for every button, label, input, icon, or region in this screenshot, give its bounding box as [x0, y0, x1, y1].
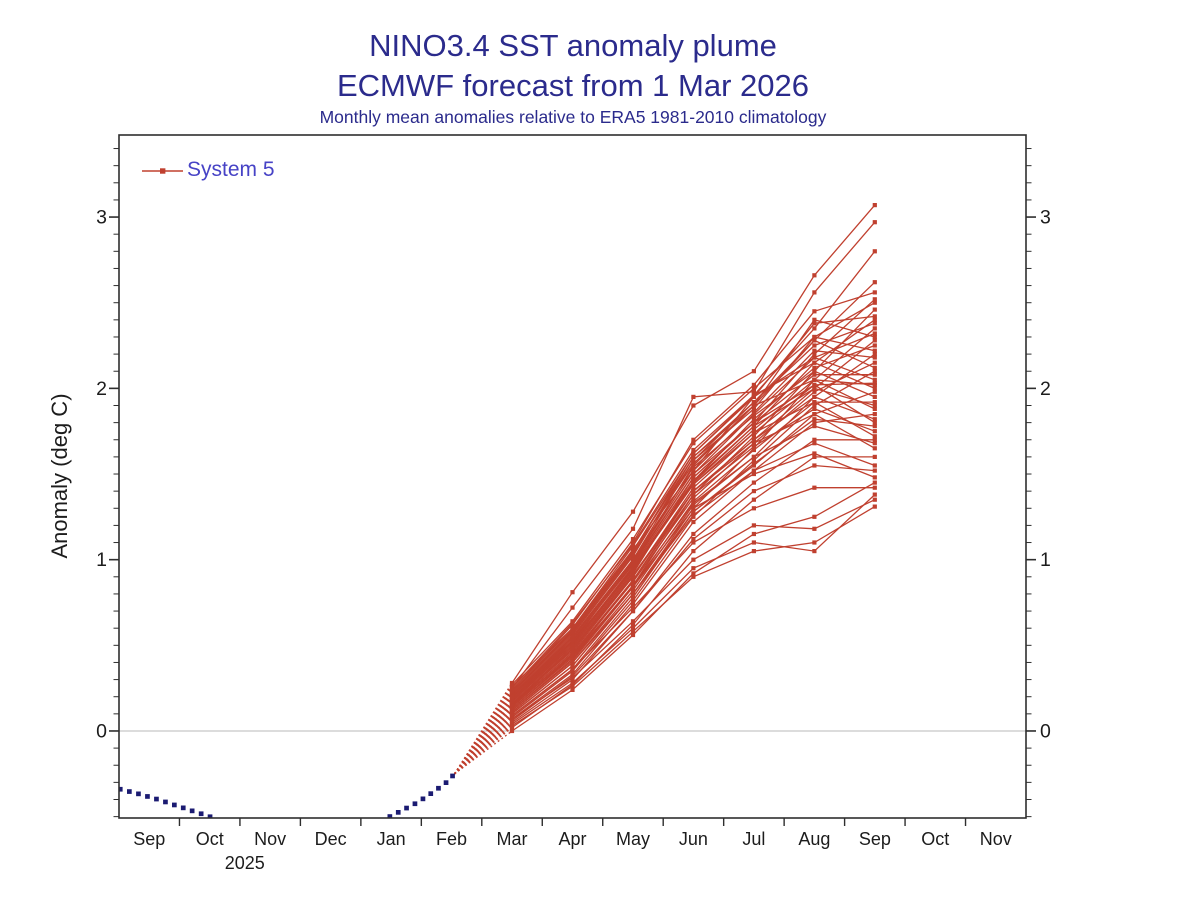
x-tick-label-month: Sep	[133, 829, 165, 849]
y-tick-label-right: 1	[1040, 549, 1051, 571]
y-tick-label-left: 3	[96, 207, 107, 229]
x-tick-label-month: Feb	[436, 829, 467, 849]
y-tick-label-left: 1	[96, 549, 107, 571]
x-tick-label-month: Mar	[497, 829, 528, 849]
observed-dotted-line	[119, 773, 455, 818]
x-tick-label-month: Jun	[679, 829, 708, 849]
x-tick-label-month: Sep	[859, 829, 891, 849]
legend-marker-icon	[142, 168, 183, 174]
ensemble-member-line	[511, 482, 876, 732]
x-tick-label-month: Nov	[254, 829, 286, 849]
y-tick-label-left: 0	[96, 720, 107, 742]
axis-frame	[118, 134, 1027, 819]
x-tick-label-month: Aug	[798, 829, 830, 849]
chart-note: Monthly mean anomalies relative to ERA5 …	[319, 107, 827, 127]
plot-data-layer	[119, 203, 1026, 818]
chart-title: NINO3.4 SST anomaly plume	[369, 28, 777, 63]
axis-ticks	[109, 148, 1036, 826]
x-tick-label-month: May	[616, 829, 650, 849]
x-tick-label-month: Dec	[315, 829, 347, 849]
x-tick-label-month: Apr	[558, 829, 586, 849]
x-tick-label-month: Nov	[980, 829, 1012, 849]
x-tick-label-month: Jan	[377, 829, 406, 849]
y-tick-label-right: 2	[1040, 378, 1051, 400]
x-tick-label-month: Jul	[742, 829, 765, 849]
forecast-start-fan	[453, 682, 513, 775]
axis-labels: 0 0 1 1 2 2 3 3 Sep Oct Nov Dec Jan Feb Mar Apr May Jun Ju…	[96, 207, 1051, 873]
y-tick-label-right: 0	[1040, 720, 1051, 742]
x-tick-label-month: Oct	[921, 829, 949, 849]
x-axis-year-label: 2025	[225, 853, 265, 873]
y-tick-label-left: 2	[96, 378, 107, 400]
chart-subtitle: ECMWF forecast from 1 Mar 2026	[336, 68, 809, 103]
y-tick-label-right: 3	[1040, 207, 1051, 229]
legend-label: System 5	[187, 158, 275, 181]
ensemble-markers	[509, 203, 877, 734]
x-tick-label-month: Oct	[196, 829, 224, 849]
